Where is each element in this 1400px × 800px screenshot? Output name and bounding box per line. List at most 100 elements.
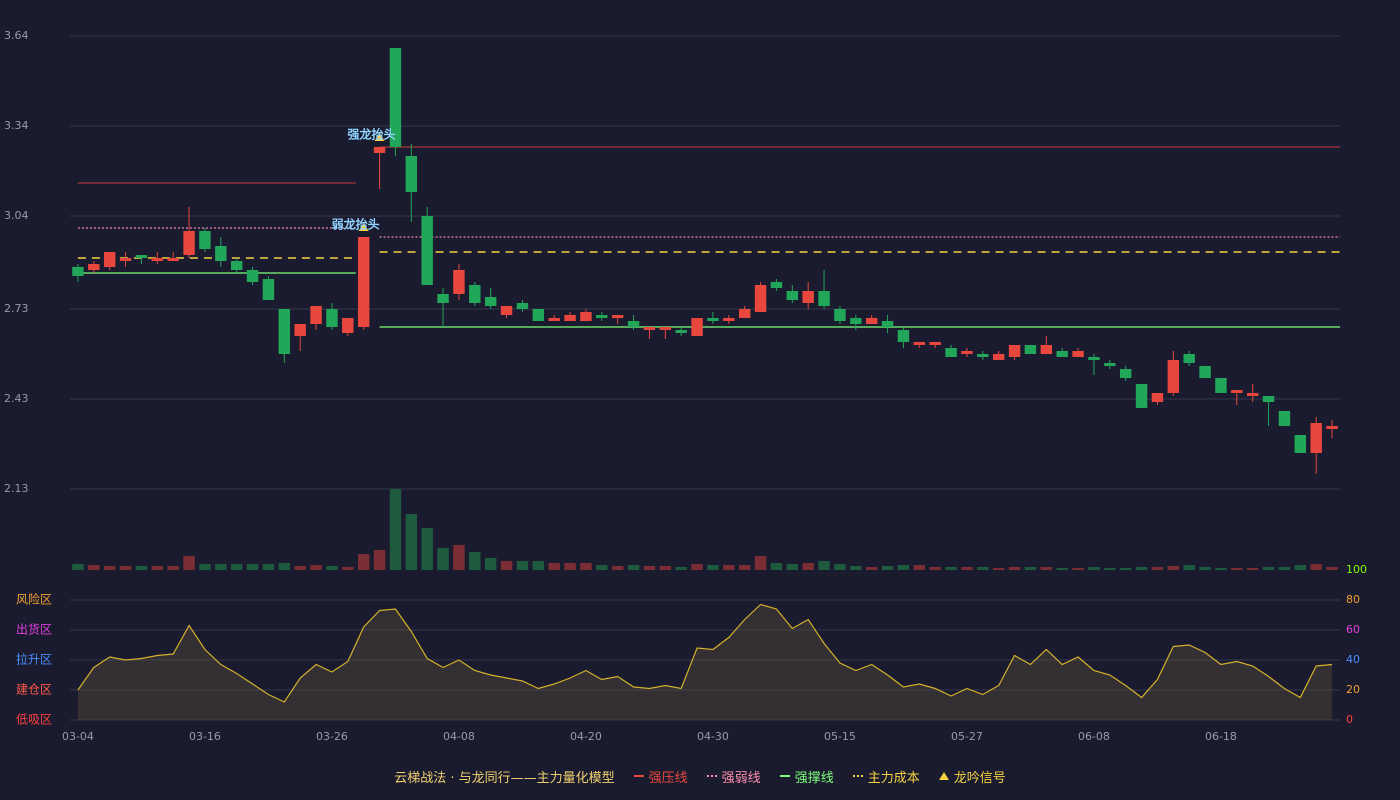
volume-bar [802,563,814,570]
candle-body [675,330,687,333]
zone-label: 出货区 [16,622,52,637]
y-tick-label: 3.64 [4,29,29,42]
volume-bar [897,565,910,570]
candle-body [865,318,878,324]
volume-bar [405,514,418,570]
candle-body [151,258,164,261]
volume-bar [357,554,370,570]
legend-symbol [852,775,863,777]
candle-body [1056,351,1068,357]
annotation: 弱龙抬头 [332,217,380,232]
volume-bar [977,567,989,570]
volume-bar [1135,567,1148,570]
candle-body [945,348,957,357]
volume-bar [723,565,735,570]
candle-body [643,327,656,330]
annotation: 强龙抬头 [348,127,396,142]
candle-body [516,303,529,309]
volume-bar [215,564,227,570]
volume-bar [262,564,275,570]
candle-body [342,318,354,333]
legend-label: 强撑线 [794,770,834,786]
volume-bar [516,561,529,570]
candle-body [1151,393,1164,402]
y-tick-label: 3.34 [4,119,29,132]
volume-bar [183,556,195,570]
x-tick-label: 06-08 [1078,730,1110,743]
zone-label: 建仓区 [16,683,52,697]
y2-tick-label: 100 [1346,563,1367,576]
volume-bar [1215,568,1227,570]
candle-body [1104,363,1116,366]
candle-body [992,354,1005,360]
candle-body [215,246,227,261]
volume-bar [469,552,481,570]
candle-body [738,309,751,318]
legend-label: 强压线 [648,770,688,786]
volume-bar [1056,568,1068,570]
candle-body [1262,396,1275,402]
volume-bar [1231,568,1243,570]
volume-bar [659,566,672,570]
volume-bar [548,563,560,570]
candle-body [754,285,767,312]
volume-bar [1310,564,1322,570]
volume-bar [754,556,767,570]
legend-symbol [706,775,717,777]
y2-tick-label: 80 [1346,593,1360,606]
volume-bar [643,566,656,570]
volume-bar [1119,568,1132,570]
candle-body [659,327,672,330]
legend: 云梯战法 · 与龙同行——主力量化模型 强压线 强弱线 强撑线 主力成本 龙吟信号 [0,766,1400,786]
volume-bar [1088,567,1100,570]
volume-bar [119,566,132,570]
candle-body [770,282,783,288]
candle-body [961,351,973,354]
volume-bar [453,545,465,570]
x-tick-label: 05-27 [951,730,983,743]
volume-bar [1024,567,1037,570]
volume-bar [278,563,291,570]
candle-body [1040,345,1053,354]
candle-body [326,309,338,327]
volume-bar [1072,568,1084,570]
volume-bar [88,565,100,570]
x-tick-label: 03-16 [189,730,221,743]
candle-body [405,156,418,192]
volume-bar [1262,567,1275,570]
candle-body [977,354,989,357]
candle-body [1215,378,1227,393]
y2-tick-label: 60 [1346,623,1360,636]
volume-bar [1326,567,1338,570]
volume-bar [342,567,354,570]
candle-body [564,315,576,321]
candle-body [469,285,481,303]
volume-bar [230,564,243,570]
candle-body [850,318,862,324]
legend-label: 主力成本 [867,770,920,786]
candle-body [802,291,814,303]
volume-bar [770,563,783,570]
legend-item: 龙吟信号 [938,767,1006,786]
candle-body [548,318,560,321]
candle-body [1119,369,1132,378]
candle-body [1246,393,1259,396]
volume-bar [1294,565,1307,570]
legend-title: 云梯战法 · 与龙同行——主力量化模型 [394,770,615,786]
candle-body [1199,366,1211,378]
indicator-area [77,604,1333,720]
legend-item: 强撑线 [779,767,834,786]
zone-label: 风险区 [16,592,52,607]
candle-body [167,258,179,261]
volume-bar [532,561,545,570]
x-tick-label: 06-18 [1205,730,1237,743]
legend-label: 龙吟信号 [953,770,1006,786]
volume-bar [738,565,751,570]
volume-bar [421,528,433,570]
candle-body [88,264,100,270]
y-tick-label: 2.13 [4,482,29,495]
volume-bar [580,563,592,570]
candle-body [1310,423,1322,453]
volume-bar [484,558,497,570]
